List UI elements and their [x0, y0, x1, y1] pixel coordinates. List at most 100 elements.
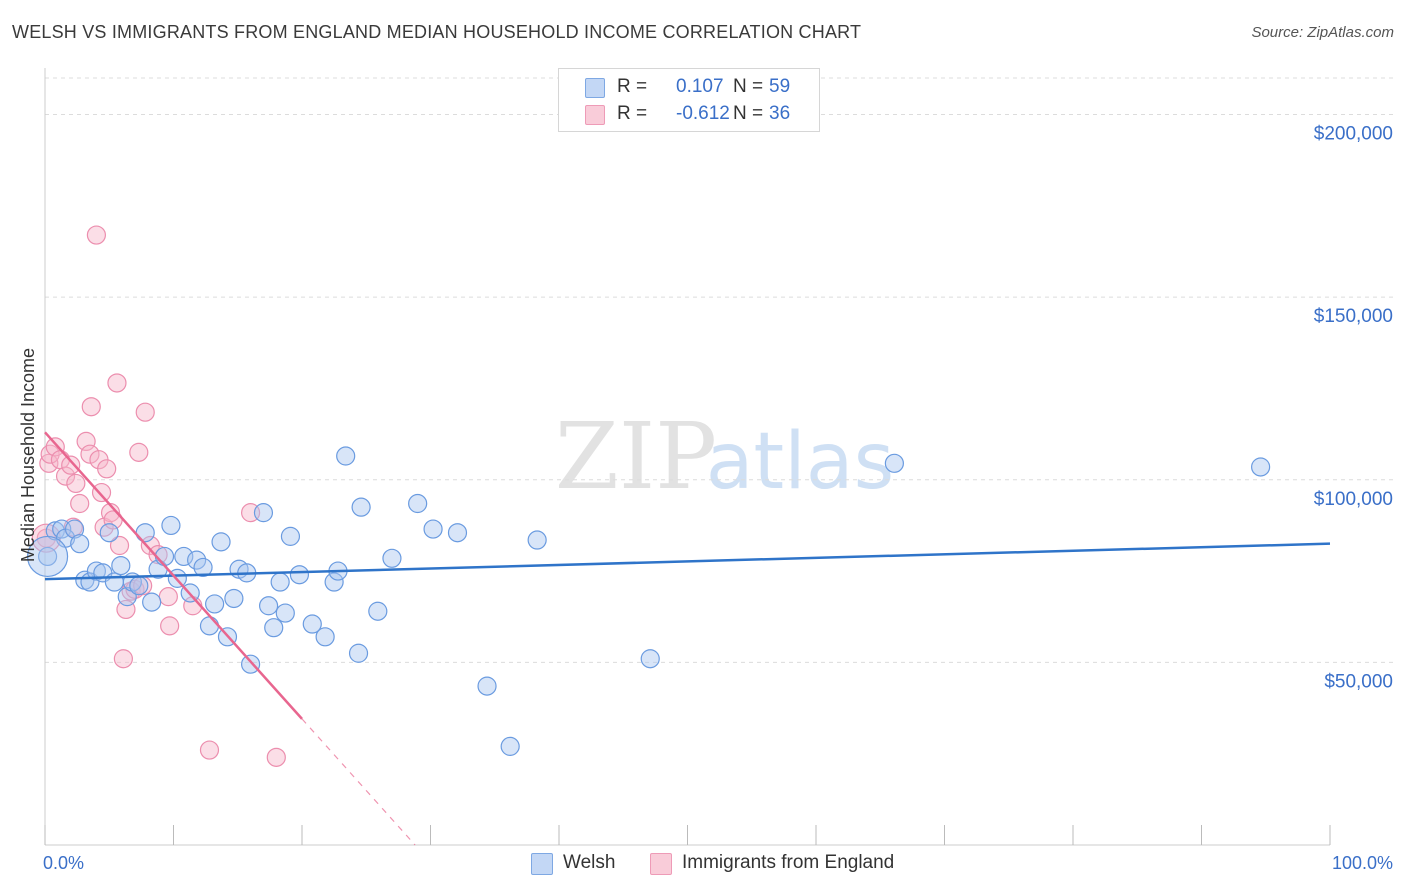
- england-point: [66, 473, 86, 494]
- england-point: [148, 545, 168, 565]
- welsh-point: [275, 603, 295, 623]
- legend-n-label: N =: [733, 76, 764, 97]
- welsh-point: [45, 521, 65, 541]
- england-point: [158, 587, 178, 607]
- england-swatch: [585, 105, 605, 125]
- england-point: [70, 493, 90, 514]
- welsh-point: [37, 546, 58, 567]
- welsh-point: [423, 519, 443, 539]
- welsh-point: [205, 594, 225, 614]
- welsh-point: [193, 557, 213, 578]
- watermark-atlas: atlas: [706, 417, 895, 507]
- england-trend-extension: [301, 718, 416, 846]
- welsh-point: [315, 627, 335, 647]
- y-tick-label: $50,000: [1324, 671, 1393, 692]
- legend-r-value: -0.612: [676, 103, 730, 124]
- y-tick-label: $200,000: [1314, 124, 1393, 145]
- legend-n-value: 36: [769, 103, 791, 124]
- england-point: [109, 535, 130, 556]
- welsh-point: [187, 550, 207, 570]
- england-point: [97, 459, 117, 479]
- welsh-point: [86, 561, 107, 581]
- welsh-point: [884, 453, 904, 473]
- welsh-point: [324, 572, 344, 592]
- axis-labels: $50,000 $100,000 $150,000 $200,000 0.0% 100.0…: [18, 124, 1393, 873]
- welsh-point: [199, 616, 220, 636]
- legend-n-value: 59: [769, 76, 791, 97]
- welsh-point: [1251, 457, 1271, 477]
- axes: [44, 68, 1331, 846]
- england-point: [86, 225, 107, 245]
- england-point: [160, 616, 180, 636]
- welsh-point: [500, 736, 520, 756]
- welsh-swatch: [531, 853, 553, 875]
- welsh-point: [382, 548, 402, 568]
- welsh-point: [104, 572, 124, 592]
- welsh-point: [640, 649, 660, 669]
- welsh-point: [302, 614, 322, 634]
- welsh-point: [368, 601, 388, 621]
- england-point: [113, 649, 133, 669]
- legend-r-label: R =: [617, 103, 648, 124]
- england-point: [107, 373, 127, 393]
- welsh-point: [111, 555, 131, 576]
- england-point: [91, 482, 112, 503]
- england-point: [266, 747, 286, 767]
- welsh-point: [253, 503, 274, 523]
- watermark: ZIP atlas: [555, 403, 894, 510]
- welsh-point: [64, 519, 85, 539]
- legend-r-value: 0.107: [676, 76, 724, 97]
- england-point: [61, 455, 81, 475]
- welsh-point: [408, 493, 428, 514]
- legend-r-label: R =: [617, 76, 648, 97]
- watermark-zip: ZIP: [555, 403, 717, 510]
- england-trend-line: [44, 431, 303, 720]
- welsh-point: [336, 446, 356, 466]
- x-tick-label-start: 0.0%: [43, 853, 84, 873]
- correlation-legend: R = 0.107 N = 59 R = -0.612 N = 36: [558, 68, 820, 132]
- england-point: [55, 466, 76, 486]
- welsh-point: [142, 592, 162, 612]
- welsh-point: [351, 497, 371, 517]
- welsh-point: [174, 546, 194, 567]
- bottom-legend-welsh-label: Welsh: [563, 852, 616, 873]
- welsh-point: [280, 526, 301, 546]
- welsh-point: [154, 546, 175, 567]
- welsh-point: [135, 523, 155, 543]
- england-point: [81, 397, 101, 417]
- chart-title: WELSH VS IMMIGRANTS FROM ENGLAND MEDIAN …: [12, 22, 862, 42]
- welsh-point: [211, 532, 231, 552]
- x-tick-label-end: 100.0%: [1332, 853, 1393, 873]
- welsh-point: [447, 523, 468, 543]
- welsh-point: [527, 530, 547, 550]
- england-swatch: [650, 853, 672, 875]
- welsh-point: [161, 515, 181, 536]
- welsh-point: [241, 654, 261, 674]
- welsh-point: [264, 618, 284, 638]
- y-axis-title: Median Household Income: [18, 348, 38, 562]
- england-point: [129, 442, 149, 462]
- bottom-legend-england-label: Immigrants from England: [682, 852, 895, 873]
- source-note: Source: ZipAtlas.com: [1251, 24, 1394, 41]
- welsh-point: [70, 534, 90, 554]
- welsh-point-large: [26, 535, 69, 578]
- welsh-point: [270, 572, 290, 592]
- england-point: [199, 740, 220, 760]
- welsh-point: [477, 676, 497, 696]
- welsh-point: [258, 596, 279, 616]
- welsh-point: [224, 588, 244, 609]
- england-point: [80, 444, 100, 464]
- england-point: [135, 402, 155, 422]
- welsh-point: [289, 565, 310, 585]
- england-points: [31, 225, 286, 767]
- y-tick-label: $100,000: [1314, 489, 1393, 510]
- england-point: [76, 431, 96, 452]
- y-tick-label: $150,000: [1314, 306, 1393, 327]
- welsh-swatch: [585, 78, 605, 98]
- welsh-trend-line: [44, 542, 1331, 581]
- england-point: [45, 437, 65, 457]
- trend-lines: [44, 431, 1331, 846]
- welsh-point: [99, 523, 119, 543]
- legend-n-label: N =: [733, 103, 764, 124]
